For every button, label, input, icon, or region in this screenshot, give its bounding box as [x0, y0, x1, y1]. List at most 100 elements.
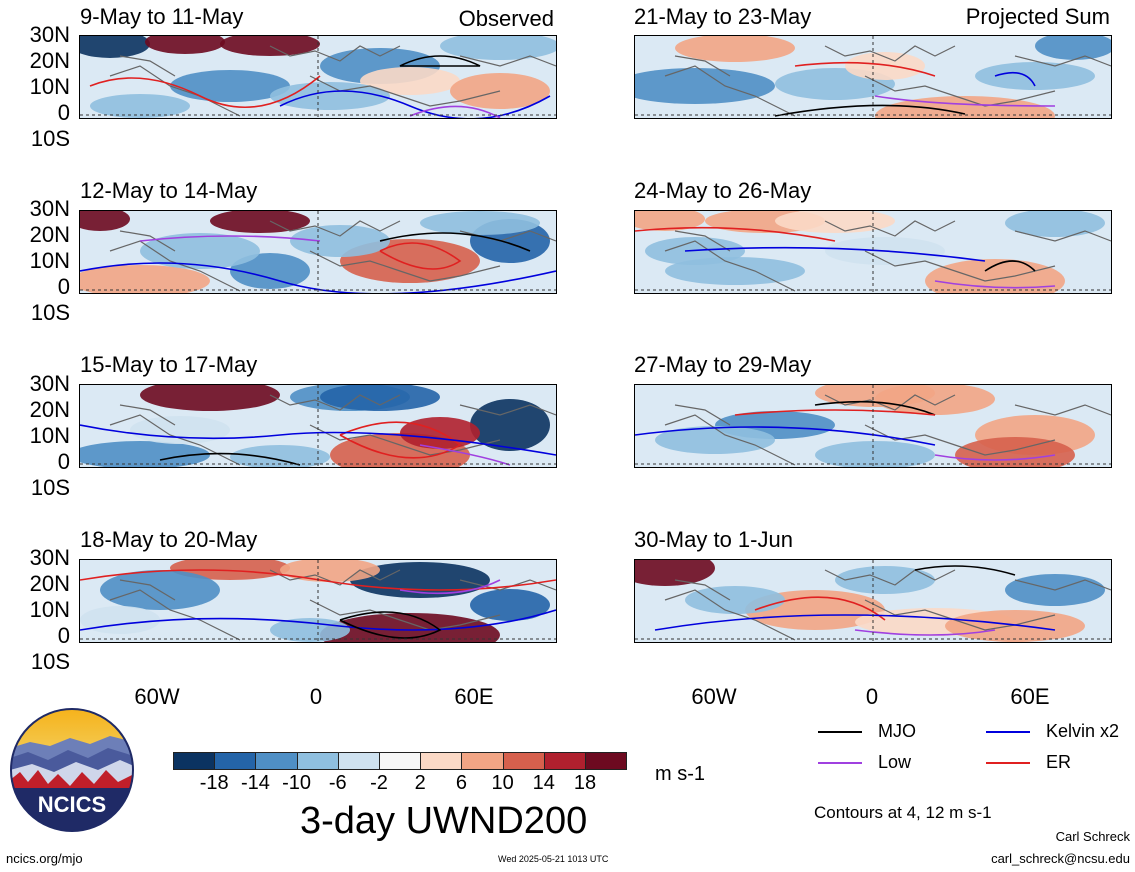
- contour-line: [399, 55, 481, 67]
- anomaly-region: [80, 211, 130, 231]
- anomaly-region: [655, 426, 775, 454]
- anomaly-map: [80, 560, 556, 642]
- lat-label: 20N: [29, 48, 70, 73]
- legend-er-line: [986, 762, 1030, 764]
- contour-line: [80, 424, 556, 456]
- coastline: [664, 394, 1111, 466]
- anomaly-region: [360, 67, 460, 95]
- map-left-1: [79, 35, 557, 119]
- contour-line: [80, 569, 556, 591]
- colorbar-tick-label: 10: [491, 772, 514, 794]
- lat-label: 10S: [30, 300, 70, 325]
- colorbar-swatch: [296, 752, 339, 770]
- lat-label: 0: [57, 623, 70, 648]
- anomaly-region: [420, 211, 540, 235]
- colorbar-tick-label: 18: [573, 772, 597, 794]
- lat-label: 10S: [30, 126, 70, 151]
- contour-line: [814, 400, 936, 416]
- contour-note: Contours at 4, 12 m s-1: [814, 803, 992, 822]
- contour-line: [874, 95, 1056, 107]
- anomaly-region: [320, 613, 500, 642]
- contour-line: [934, 280, 1056, 289]
- anomaly-map: [80, 36, 556, 118]
- lat-label: 10S: [30, 649, 70, 674]
- legend-er-label: ER: [1046, 752, 1072, 772]
- anomaly-region: [635, 560, 715, 586]
- lat-label: 10N: [29, 597, 70, 622]
- colorbar-tick-label: 2: [414, 772, 426, 794]
- anomaly-region: [90, 94, 190, 118]
- contour-line: [914, 565, 1016, 576]
- anomaly-map: [80, 211, 556, 293]
- lat-label: 10N: [29, 74, 70, 99]
- colorbar-swatch: [420, 752, 463, 770]
- colorbar-tick-label: -10: [282, 772, 312, 794]
- panel-title: 30-May to 1-Jun: [634, 527, 793, 552]
- map-right-4: [634, 559, 1112, 643]
- contour-line: [635, 426, 936, 446]
- panel-title: 27-May to 29-May: [634, 352, 812, 377]
- anomaly-map: [635, 385, 1111, 467]
- contour-line: [159, 452, 301, 466]
- anomaly-region: [845, 52, 925, 80]
- map-right-1: [634, 35, 1112, 119]
- anomaly-region: [835, 566, 935, 594]
- anomaly-region: [290, 225, 390, 257]
- colorbar-swatch: [585, 752, 628, 770]
- lat-label: 30N: [29, 545, 70, 570]
- contour-line: [139, 235, 321, 242]
- anomaly-region: [145, 36, 225, 54]
- colorbar-swatch: [461, 752, 504, 770]
- contour-line: [80, 609, 556, 631]
- panel-tag: Observed: [458, 6, 554, 31]
- lat-label: 20N: [29, 397, 70, 422]
- anomaly-region: [635, 211, 705, 231]
- colorbar-tick-label: 6: [455, 772, 467, 794]
- contour-line: [279, 90, 551, 118]
- anomaly-region: [270, 82, 390, 110]
- map-left-2: [79, 210, 557, 294]
- anomaly-region: [140, 385, 280, 411]
- colorbar-tick-label: -2: [370, 772, 388, 794]
- contour-line: [80, 262, 556, 293]
- anomaly-region: [440, 36, 556, 60]
- contour-line: [984, 260, 1036, 272]
- map-left-4: [79, 559, 557, 643]
- map-left-3: [79, 384, 557, 468]
- panel-tag: Projected Sum: [965, 4, 1110, 29]
- anomaly-map: [635, 560, 1111, 642]
- map-right-2: [634, 210, 1112, 294]
- colorbar-tick-label: 14: [532, 772, 555, 794]
- colorbar-units: m s-1: [655, 763, 705, 785]
- anomaly-region: [170, 70, 290, 102]
- lon-label-left-60w: 60W: [134, 684, 180, 709]
- anomaly-region: [1005, 211, 1105, 237]
- footer-url: ncics.org/mjo: [6, 851, 83, 866]
- lon-label-left-0: 0: [309, 684, 323, 709]
- anomaly-region: [270, 618, 350, 642]
- contour-line: [419, 444, 511, 466]
- contour-line: [379, 242, 462, 270]
- colorbar-swatch: [337, 752, 380, 770]
- legend-low-line: [818, 762, 862, 764]
- colorbar-tick-label: -18: [199, 772, 229, 794]
- contour-line: [409, 105, 501, 118]
- anomaly-region: [210, 211, 310, 233]
- anomaly-region: [230, 253, 310, 289]
- lat-label: 20N: [29, 571, 70, 596]
- anomaly-region: [350, 562, 490, 598]
- legend-mjo-label: MJO: [878, 721, 916, 741]
- contour-line: [754, 596, 886, 621]
- contour-line: [654, 614, 1056, 631]
- lat-label: 10N: [29, 248, 70, 273]
- footer-author: Carl Schreck: [1055, 829, 1130, 844]
- contour-line: [854, 629, 996, 636]
- coastline: [109, 45, 556, 117]
- legend-kelvin-line: [986, 731, 1030, 733]
- coastline: [109, 394, 556, 466]
- map-right-3: [634, 384, 1112, 468]
- legend-low-label: Low: [878, 752, 912, 772]
- lon-label-left-60e: 60E: [454, 684, 494, 709]
- lat-label: 30N: [29, 371, 70, 396]
- footer-timestamp: Wed 2025-05-21 1013 UTC: [498, 854, 609, 864]
